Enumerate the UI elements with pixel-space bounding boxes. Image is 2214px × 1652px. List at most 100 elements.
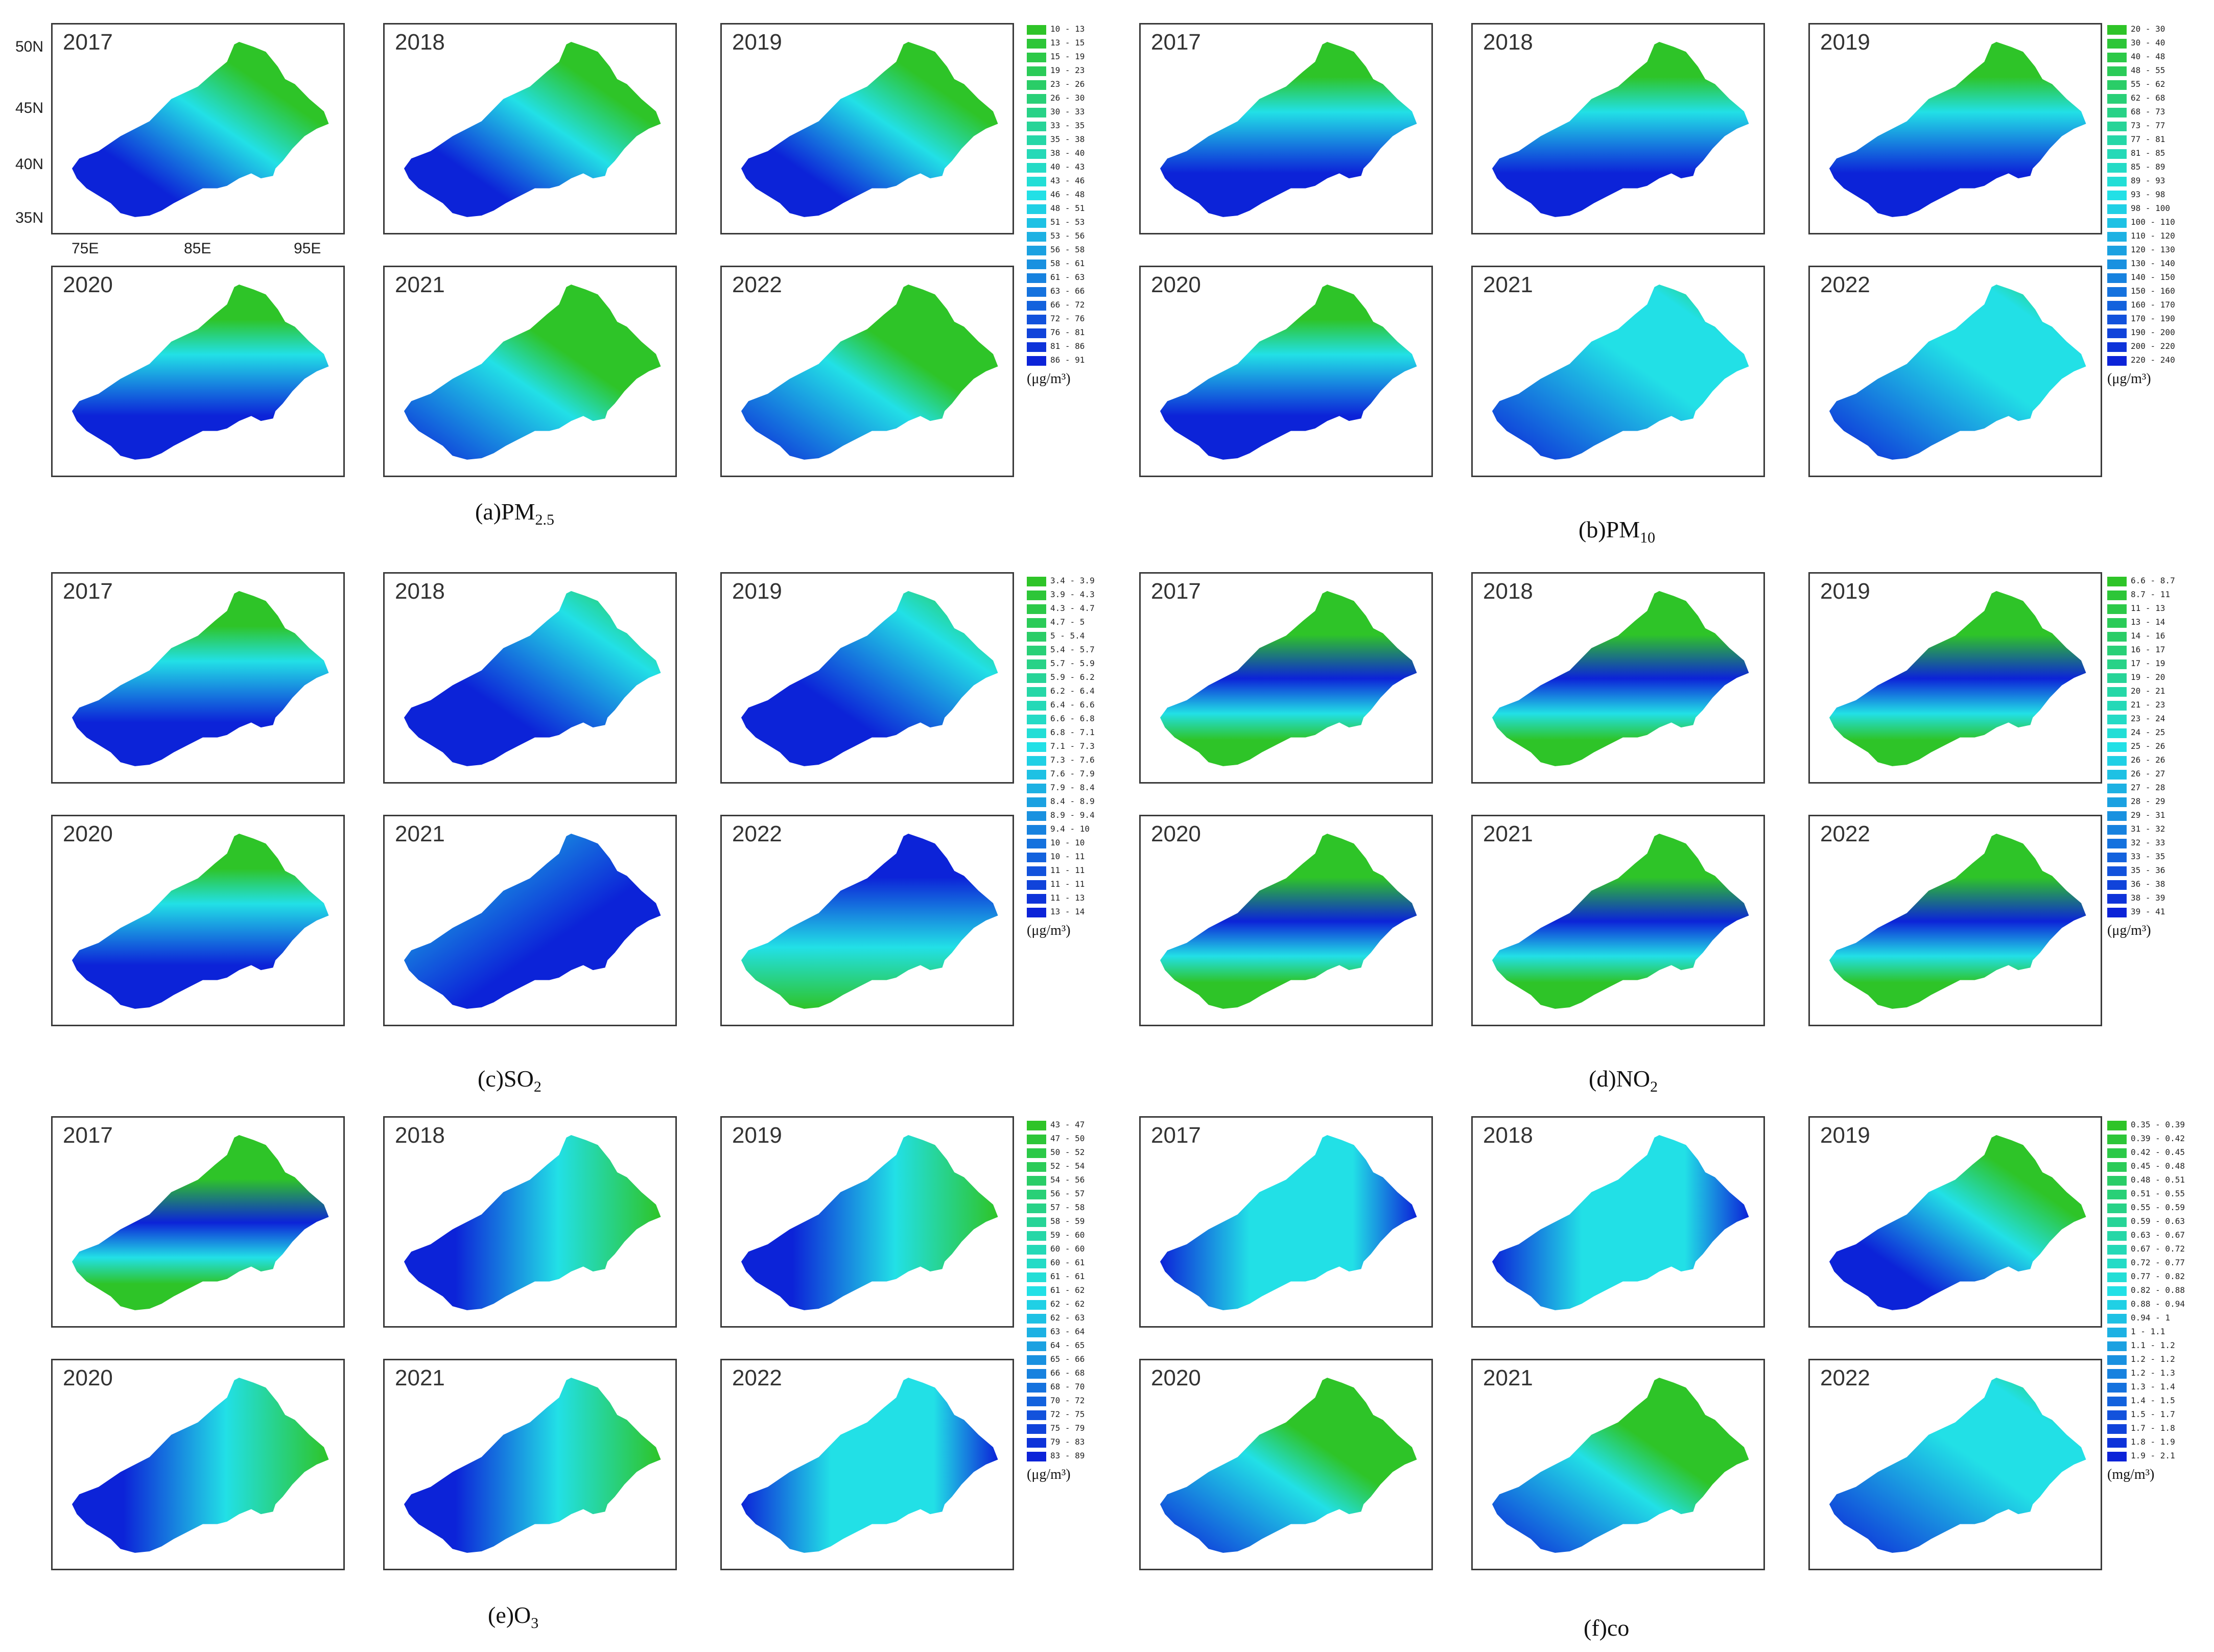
subfigure-caption: (e)O3 [488,1601,538,1632]
map-panel: 2022 [720,1359,1014,1570]
legend-swatch [2107,1203,2127,1213]
map-panel: 2017 [51,572,345,784]
legend-swatch [2107,825,2127,835]
legend-label: 6.2 - 6.4 [1050,686,1095,696]
legend-entry: 1.4 - 1.5 [2107,1395,2189,1408]
map-panel: 2020 [51,815,345,1026]
legend-label: 15 - 19 [1050,52,1085,61]
concentration-surface [72,1378,329,1553]
panel-year-label: 2017 [1151,579,1201,604]
legend-entry: 58 - 61 [1027,257,1109,271]
legend-label: 0.72 - 0.77 [2131,1258,2185,1267]
legend-label: 8.7 - 11 [2131,589,2171,599]
legend-entry: 61 - 62 [1027,1284,1109,1298]
panel-year-label: 2017 [63,1123,113,1148]
legend-entry: 64 - 65 [1027,1339,1109,1353]
legend-entry: 17 - 19 [2107,657,2189,671]
legend-swatch [2107,591,2127,600]
legend-entry: 7.9 - 8.4 [1027,782,1109,795]
caption-text: (e)O [488,1602,531,1628]
legend-unit: (mg/m³) [2107,1467,2155,1482]
legend-label: 3.9 - 4.3 [1050,589,1095,599]
legend-entry: 26 - 27 [2107,768,2189,782]
region-map [1160,285,1417,460]
concentration-surface [1160,42,1417,217]
legend-label: 30 - 33 [1050,107,1085,116]
legend-swatch [1027,673,1046,683]
legend-swatch [2107,1410,2127,1420]
region-map [72,591,329,766]
legend-unit: (μg/m³) [1027,1467,1071,1482]
legend-swatch [1027,149,1046,159]
legend-entry: 1.5 - 1.7 [2107,1408,2189,1422]
legend-swatch [2107,1438,2127,1448]
legend-swatch [1027,1162,1046,1172]
concentration-surface [404,834,661,1009]
legend-label: 33 - 35 [2131,852,2165,861]
legend-entry: 35 - 36 [2107,864,2189,878]
legend-label: 0.55 - 0.59 [2131,1202,2185,1212]
map-panel: 2020 [51,266,345,477]
legend-entry: 62 - 68 [2107,92,2189,106]
panel-year-label: 2018 [395,579,445,604]
concentration-surface [1829,591,2086,766]
legend-label: 7.6 - 7.9 [1050,769,1095,778]
legend-swatch [1027,1135,1046,1144]
legend-swatch [2107,632,2127,642]
legend-swatch [2107,1341,2127,1351]
legend-label: 140 - 150 [2131,272,2175,282]
legend-entry: 13 - 14 [1027,906,1109,919]
legend-swatch [1027,301,1046,311]
region-map [741,285,998,460]
legend-label: 7.1 - 7.3 [1050,741,1095,751]
legend-c: 3.4 - 3.9 3.9 - 4.3 4.3 - 4.7 4.7 - 5 5 - 5.… [1027,575,1109,919]
legend-swatch [1027,1452,1046,1461]
legend-label: 6.6 - 6.8 [1050,714,1095,723]
legend-label: 73 - 77 [2131,121,2165,130]
legend-entry: 33 - 35 [1027,120,1109,133]
legend-label: 43 - 46 [1050,176,1085,185]
region-map [404,285,661,460]
legend-label: 75 - 79 [1050,1423,1085,1433]
legend-label: 55 - 62 [2131,79,2165,89]
legend-swatch [1027,315,1046,324]
legend-swatch [2107,232,2127,242]
legend-entry: 75 - 79 [1027,1422,1109,1436]
legend-entry: 1.2 - 1.3 [2107,1367,2189,1381]
legend-swatch [1027,218,1046,228]
legend-unit: (μg/m³) [1027,923,1071,938]
region-map [1160,1378,1417,1553]
legend-swatch [2107,784,2127,793]
legend-swatch [1027,715,1046,724]
legend-entry: 19 - 20 [2107,671,2189,685]
legend-label: 5.7 - 5.9 [1050,658,1095,668]
caption-text: (b)PM [1579,516,1640,542]
legend-label: 56 - 58 [1050,245,1085,254]
map-panel: 2021 [383,1359,677,1570]
map-panel: 2022 [1808,1359,2102,1570]
legend-swatch [2107,770,2127,780]
legend-swatch [2107,1286,2127,1296]
legend-entry: 15 - 19 [1027,51,1109,64]
legend-label: 70 - 72 [1050,1396,1085,1405]
legend-entry: 0.72 - 0.77 [2107,1257,2189,1270]
legend-label: 68 - 73 [2131,107,2165,116]
concentration-surface [72,834,329,1009]
legend-swatch [2107,287,2127,297]
legend-label: 61 - 62 [1050,1285,1085,1295]
concentration-surface [1829,1378,2086,1553]
legend-label: 56 - 57 [1050,1189,1085,1198]
region-map [741,1135,998,1310]
legend-label: 35 - 38 [1050,134,1085,144]
legend-swatch [2107,1259,2127,1268]
legend-label: 21 - 23 [2131,700,2165,710]
legend-swatch [2107,839,2127,848]
legend-swatch [2107,1245,2127,1255]
legend-label: 11 - 11 [1050,879,1085,889]
legend-entry: 8.4 - 8.9 [1027,795,1109,809]
legend-swatch [1027,1286,1046,1296]
map-panel: 2019 [1808,572,2102,784]
legend-entry: 23 - 26 [1027,78,1109,92]
legend-swatch [1027,687,1046,697]
legend-label: 93 - 98 [2131,190,2165,199]
